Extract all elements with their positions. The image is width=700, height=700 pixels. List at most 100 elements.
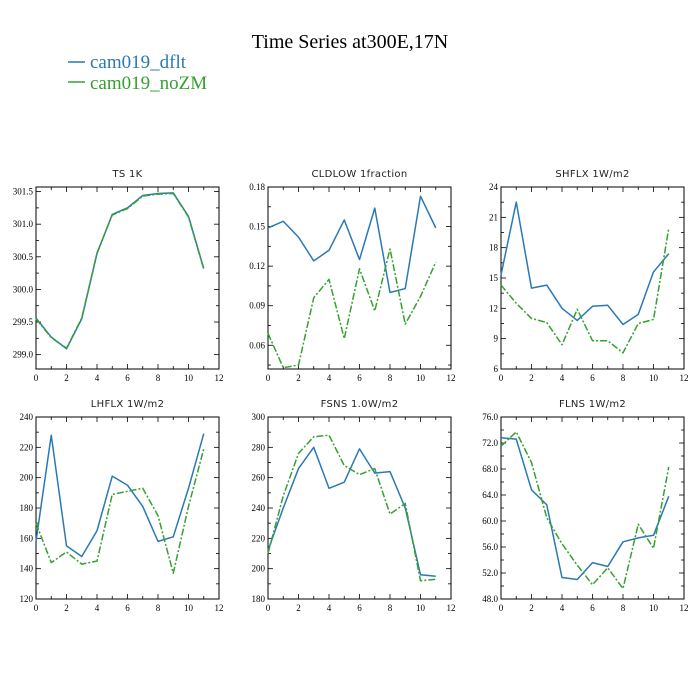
series-line-nozm-lhflx bbox=[35, 448, 205, 574]
panel-title-shflx: SHFLX 1W/m2 bbox=[555, 169, 629, 180]
y-tick-label: 72.0 bbox=[482, 438, 498, 448]
x-tick-label: 4 bbox=[560, 603, 565, 613]
x-tick-label: 6 bbox=[590, 373, 595, 383]
legend-entry-nozm: cam019_noZM bbox=[68, 73, 207, 94]
y-tick-label: 6 bbox=[494, 364, 499, 374]
y-tick-label: 21 bbox=[489, 212, 498, 222]
panel-cldlow: CLDLOW 1fraction 0 2 4 6 8 10 12 0.06 0.09 0.12 0.1… bbox=[249, 169, 455, 383]
y-tick-label: 140 bbox=[20, 564, 34, 574]
y-tick-label: 0.18 bbox=[249, 182, 265, 192]
panel-grid: TS 1K0 2 4 6 8 10 12299.0299.5300.0300.5301.03… bbox=[13, 169, 689, 613]
series-line-nozm-fsns bbox=[267, 434, 436, 582]
y-tick-label: 300.0 bbox=[13, 284, 34, 294]
x-tick-label: 2 bbox=[64, 373, 69, 383]
x-tick-label: 10 bbox=[184, 603, 194, 613]
y-tick-label: 64.0 bbox=[482, 490, 498, 500]
plot-frame-shflx bbox=[500, 186, 685, 370]
x-tick-label: 0 bbox=[34, 603, 39, 613]
y-tick-label: 68.0 bbox=[482, 464, 498, 474]
figure-title: Time Series at300E,17N bbox=[252, 31, 448, 53]
y-tick-label: 120 bbox=[20, 594, 34, 604]
x-tick-label: 10 bbox=[649, 603, 659, 613]
x-tick-label: 6 bbox=[357, 373, 362, 383]
y-tick-label: 76.0 bbox=[482, 412, 498, 422]
x-tick-label: 10 bbox=[184, 373, 194, 383]
y-tick-label: 299.5 bbox=[13, 317, 34, 327]
series-line-dflt-flns bbox=[500, 437, 670, 581]
y-tick-label: 200 bbox=[20, 473, 34, 483]
panel-lhflx: LHFLX 1W/m2 0 2 4 6 8 10 12 120 140 160 180 200 220 24… bbox=[20, 399, 224, 613]
y-tick-label: 60.0 bbox=[482, 516, 498, 526]
y-tick-label: 240 bbox=[252, 503, 266, 513]
x-tick-label: 6 bbox=[125, 603, 130, 613]
x-tick-label: 10 bbox=[649, 373, 659, 383]
x-tick-label: 2 bbox=[296, 373, 301, 383]
legend: cam019_dflt cam019_noZM bbox=[68, 52, 207, 94]
y-tick-label: 0.15 bbox=[249, 222, 265, 232]
x-tick-label: 12 bbox=[215, 373, 224, 383]
series-line-dflt-cldlow bbox=[267, 195, 437, 294]
plot-frame-cldlow bbox=[267, 186, 452, 370]
panel-title-flns: FLNS 1W/m2 bbox=[559, 399, 626, 410]
y-tick-label: 180 bbox=[252, 594, 266, 604]
y-tick-label: 260 bbox=[252, 473, 266, 483]
y-tick-label: 160 bbox=[20, 533, 34, 543]
y-tick-label: 24 bbox=[489, 182, 499, 192]
y-tick-label: 300.5 bbox=[13, 252, 34, 262]
x-tick-label: 0 bbox=[34, 373, 39, 383]
y-tick-label: 48.0 bbox=[482, 594, 498, 604]
x-tick-label: 4 bbox=[95, 373, 100, 383]
x-tick-label: 6 bbox=[590, 603, 595, 613]
y-tick-label: 15 bbox=[489, 273, 499, 283]
x-tick-label: 2 bbox=[529, 603, 534, 613]
series-line-dflt-ts bbox=[35, 192, 205, 350]
x-tick-label: 6 bbox=[357, 603, 362, 613]
y-tick-label: 0.06 bbox=[249, 340, 265, 350]
x-tick-label: 8 bbox=[156, 373, 161, 383]
panel-title-ts: TS 1K bbox=[111, 169, 142, 180]
y-tick-label: 180 bbox=[20, 503, 34, 513]
x-tick-label: 8 bbox=[388, 603, 393, 613]
x-tick-label: 8 bbox=[156, 603, 161, 613]
y-tick-label: 301.0 bbox=[13, 219, 34, 229]
panel-ts: TS 1K 0 2 4 6 8 10 12 299.0 299.5 300.0 300.5 301.0 3… bbox=[13, 169, 224, 383]
x-tick-label: 12 bbox=[215, 603, 224, 613]
y-tick-label: 56.0 bbox=[482, 542, 498, 552]
series-line-dflt-shflx bbox=[500, 201, 670, 326]
x-tick-label: 12 bbox=[447, 373, 456, 383]
y-tick-label: 18 bbox=[489, 243, 499, 253]
series-line-nozm-shflx bbox=[500, 228, 670, 354]
panel-title-fsns: FSNS 1.0W/m2 bbox=[321, 399, 399, 410]
legend-label-nozm: cam019_noZM bbox=[90, 73, 207, 94]
x-tick-label: 10 bbox=[416, 603, 426, 613]
x-tick-label: 4 bbox=[327, 373, 332, 383]
x-tick-label: 2 bbox=[64, 603, 69, 613]
y-tick-label: 52.0 bbox=[482, 568, 498, 578]
x-tick-label: 2 bbox=[529, 373, 534, 383]
x-tick-label: 2 bbox=[296, 603, 301, 613]
y-tick-label: 220 bbox=[252, 533, 266, 543]
x-tick-label: 12 bbox=[447, 603, 456, 613]
y-tick-label: 300 bbox=[252, 412, 266, 422]
x-tick-label: 0 bbox=[266, 373, 271, 383]
series-line-nozm-flns bbox=[500, 431, 670, 590]
y-tick-label: 200 bbox=[252, 564, 266, 574]
series-line-dflt-fsns bbox=[267, 446, 436, 577]
x-tick-label: 4 bbox=[327, 603, 332, 613]
x-tick-label: 8 bbox=[621, 603, 626, 613]
plot-frame-flns bbox=[500, 416, 685, 600]
x-tick-label: 6 bbox=[125, 373, 130, 383]
plot-frame-ts bbox=[35, 186, 220, 370]
y-tick-label: 299.0 bbox=[13, 350, 34, 360]
y-tick-label: 280 bbox=[252, 442, 266, 452]
y-tick-label: 301.5 bbox=[13, 187, 34, 197]
panel-fsns: FSNS 1.0W/m2 0 2 4 6 8 10 12 180 200 220 240 260 280 3… bbox=[252, 399, 456, 613]
x-tick-label: 10 bbox=[416, 373, 426, 383]
y-tick-label: 9 bbox=[494, 334, 499, 344]
x-tick-label: 8 bbox=[621, 373, 626, 383]
series-line-nozm-cldlow bbox=[267, 248, 437, 369]
legend-entry-dflt: cam019_dflt bbox=[68, 52, 187, 73]
x-tick-label: 12 bbox=[680, 373, 689, 383]
